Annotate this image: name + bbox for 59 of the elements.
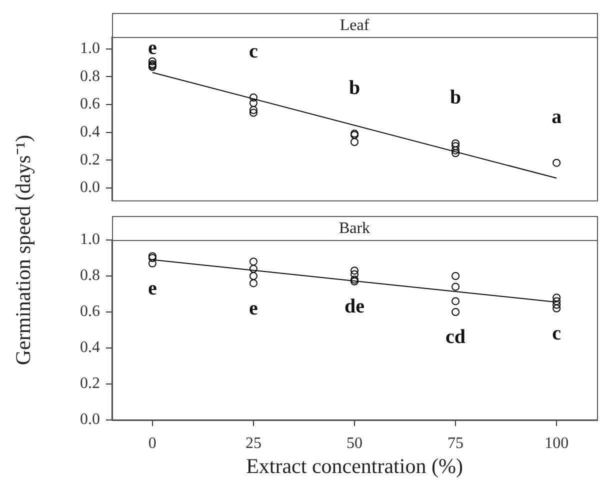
annotation: c <box>552 322 562 345</box>
point <box>148 57 156 66</box>
y-tick-label: 0.4 <box>80 339 100 356</box>
point <box>148 254 156 262</box>
annotation: e <box>148 37 157 60</box>
y-tick-label: 0.2 <box>80 151 100 168</box>
x-tick-label: 25 <box>245 434 262 452</box>
annotation: cd <box>446 326 466 348</box>
y-axis-title: Germination speed (days⁻¹) <box>10 134 36 366</box>
point <box>552 304 561 312</box>
y-tick-label: 0.4 <box>80 123 100 140</box>
annotation: de <box>344 296 365 318</box>
x-axis-title: Extract concentration (%) <box>246 454 463 478</box>
point <box>249 106 258 114</box>
point <box>452 142 460 150</box>
point <box>249 272 258 280</box>
point <box>249 279 258 288</box>
point <box>552 158 561 167</box>
annotation: c <box>249 40 258 63</box>
point <box>552 300 561 309</box>
y-tick-label: 1.0 <box>80 40 100 58</box>
point <box>452 146 460 154</box>
point <box>350 266 358 275</box>
point <box>350 138 358 146</box>
point <box>249 93 258 102</box>
x-tick-label: 75 <box>448 434 464 452</box>
point <box>452 282 460 291</box>
point <box>452 272 460 280</box>
x-tick-label: 0 <box>148 434 156 452</box>
annotation: b <box>348 76 360 99</box>
y-tick-label: 1.0 <box>80 231 100 248</box>
y-tick-label: 0.6 <box>80 303 100 320</box>
y-tick-label: 0.2 <box>80 375 100 392</box>
y-tick-label: 0.8 <box>80 68 100 85</box>
point <box>552 294 561 302</box>
chart-title: Leaf <box>340 17 370 34</box>
y-tick-label: 0.0 <box>80 179 100 196</box>
point <box>249 264 258 273</box>
point <box>452 139 460 148</box>
annotation: e <box>148 278 157 300</box>
y-tick-label: 0.6 <box>80 96 100 113</box>
point <box>350 270 358 278</box>
point <box>452 308 460 316</box>
x-tick-label: 50 <box>346 434 362 452</box>
annotation: b <box>450 86 462 109</box>
annotation: e <box>249 297 258 320</box>
point <box>552 297 561 306</box>
point <box>452 297 460 306</box>
point <box>452 149 460 158</box>
point <box>249 99 258 108</box>
point <box>148 259 156 268</box>
y-tick-label: 0.0 <box>80 411 100 428</box>
point <box>249 258 258 266</box>
point <box>148 252 156 260</box>
y-tick-label: 0.8 <box>80 267 100 284</box>
annotation: a <box>552 106 562 128</box>
chart-title: Bark <box>338 220 370 238</box>
point <box>249 108 258 117</box>
x-tick-label: 100 <box>544 434 569 452</box>
